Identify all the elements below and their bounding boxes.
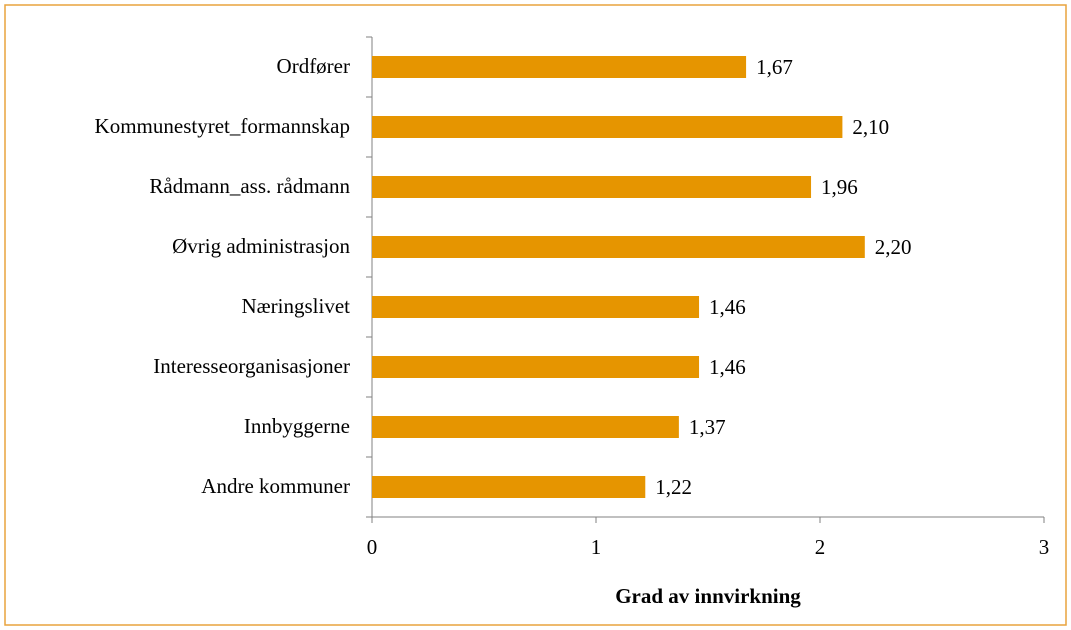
- value-label: 1,37: [689, 415, 726, 439]
- bar: [372, 416, 679, 438]
- bar: [372, 356, 700, 378]
- value-label: 2,10: [852, 115, 889, 139]
- bar: [372, 116, 843, 138]
- bar: [372, 56, 747, 78]
- y-tick-label: Kommunestyret_formannskap: [95, 114, 350, 138]
- x-tick-label: 1: [591, 535, 602, 559]
- value-label: 1,67: [756, 55, 793, 79]
- value-label: 1,46: [709, 295, 746, 319]
- y-tick-label: Interesseorganisasjoner: [153, 354, 350, 378]
- x-tick-label: 2: [815, 535, 826, 559]
- bar: [372, 176, 812, 198]
- value-label: 2,20: [875, 235, 912, 259]
- x-tick-label: 0: [367, 535, 378, 559]
- value-label: 1,22: [655, 475, 692, 499]
- y-tick-label: Øvrig administrasjon: [172, 234, 350, 258]
- x-axis-label: Grad av innvirkning: [615, 584, 801, 608]
- y-tick-label: Andre kommuner: [201, 474, 350, 498]
- x-tick-label: 3: [1039, 535, 1050, 559]
- y-tick-label: Næringslivet: [242, 294, 351, 318]
- bar: [372, 476, 646, 498]
- y-tick-label: Rådmann_ass. rådmann: [149, 174, 350, 198]
- value-label: 1,46: [709, 355, 746, 379]
- value-label: 1,96: [821, 175, 858, 199]
- bar: [372, 296, 700, 318]
- bar: [372, 236, 865, 258]
- y-tick-label: Innbyggerne: [244, 414, 350, 438]
- y-tick-label: Ordfører: [277, 54, 350, 78]
